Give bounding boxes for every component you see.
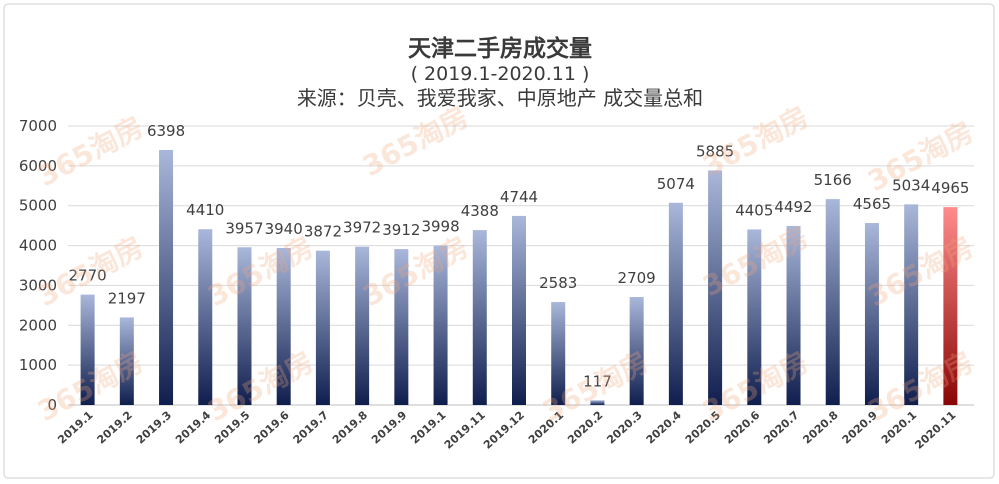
data-label: 117 — [583, 372, 612, 390]
data-label: 4744 — [500, 188, 538, 206]
data-label: 3872 — [304, 223, 342, 241]
y-tick-label: 2000 — [19, 316, 57, 334]
bar — [943, 207, 958, 405]
bar — [551, 302, 566, 405]
bar — [708, 170, 723, 405]
data-label: 5074 — [657, 175, 695, 193]
data-label: 4388 — [461, 202, 499, 220]
data-label: 4965 — [931, 179, 969, 197]
y-axis: 0 1000 2000 3000 4000 5000 6000 7000 — [19, 117, 57, 414]
data-label: 5885 — [696, 142, 734, 160]
bar — [668, 202, 683, 405]
data-label: 3940 — [265, 220, 303, 238]
data-label: 3957 — [225, 219, 263, 237]
bar — [276, 247, 291, 405]
bar — [825, 199, 840, 405]
chart-subtitle: ( 2019.1-2020.11 ) — [411, 63, 590, 85]
data-label: 4492 — [774, 198, 812, 216]
bar — [747, 229, 762, 405]
bar — [433, 245, 448, 405]
y-tick-label: 6000 — [19, 157, 57, 175]
bar — [394, 249, 409, 405]
data-label: 5034 — [892, 176, 930, 194]
data-label: 4405 — [735, 201, 773, 219]
bar — [237, 247, 252, 405]
bar — [315, 250, 330, 405]
bar — [864, 223, 879, 405]
data-label: 4410 — [186, 201, 224, 219]
chart-border — [3, 3, 995, 479]
data-label: 5166 — [814, 171, 852, 189]
data-label: 2770 — [69, 267, 107, 285]
bar — [355, 246, 370, 405]
data-label: 2709 — [618, 269, 656, 287]
bar — [512, 215, 526, 405]
chart-source: 来源：贝壳、我爱我家、中原地产 成交量总和 — [297, 86, 703, 110]
data-label: 4565 — [853, 195, 891, 213]
data-label: 3912 — [382, 221, 420, 239]
y-tick-label: 4000 — [19, 237, 57, 255]
y-tick-label: 7000 — [19, 117, 57, 135]
y-tick-label: 5000 — [19, 197, 57, 215]
y-tick-label: 3000 — [19, 276, 57, 294]
bar — [472, 230, 487, 405]
bar — [786, 225, 801, 405]
data-label: 2197 — [108, 289, 146, 307]
bar — [629, 297, 644, 405]
y-tick-label: 0 — [47, 396, 57, 414]
bar — [590, 400, 605, 405]
data-label: 6398 — [147, 122, 185, 140]
bar — [80, 294, 95, 405]
y-tick-label: 1000 — [19, 356, 57, 374]
chart-title: 天津二手房成交量 — [408, 35, 592, 62]
bar — [159, 149, 174, 405]
bar — [198, 229, 213, 405]
data-label: 3972 — [343, 219, 381, 237]
bar — [119, 317, 134, 405]
bar — [904, 204, 919, 405]
bars — [80, 149, 958, 405]
data-label: 3998 — [421, 218, 459, 236]
data-label: 2583 — [539, 274, 577, 292]
